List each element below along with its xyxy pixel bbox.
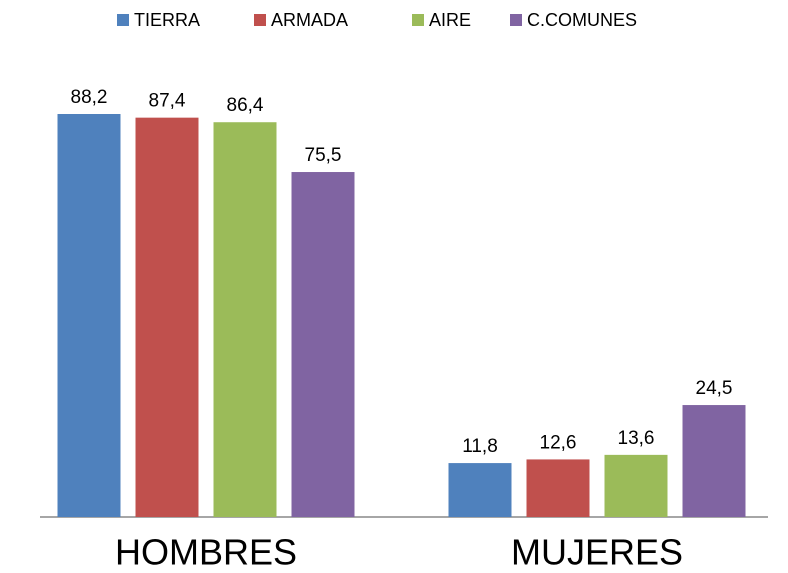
legend-label: AIRE (429, 10, 471, 30)
bar (448, 463, 512, 517)
bar (526, 459, 590, 517)
x-tick-label: HOMBRES (115, 532, 297, 573)
legend-swatch (117, 14, 129, 26)
legend-swatch (412, 14, 424, 26)
data-label: 75,5 (305, 145, 342, 166)
data-label: 13,6 (618, 428, 655, 449)
legend-swatch (254, 14, 266, 26)
data-label: 86,4 (227, 95, 264, 116)
bar (604, 454, 668, 517)
legend-swatch (510, 14, 522, 26)
data-label: 24,5 (696, 378, 733, 399)
data-label: 11,8 (462, 436, 498, 457)
data-label: 88,2 (71, 87, 108, 108)
legend-label: TIERRA (134, 10, 200, 30)
legend-label: ARMADA (271, 10, 348, 30)
bar (135, 117, 199, 517)
data-label: 87,4 (149, 91, 186, 112)
bar (682, 405, 746, 517)
bar (57, 114, 121, 517)
bar (291, 172, 355, 517)
legend-label: C.COMUNES (527, 10, 637, 30)
x-tick-label: MUJERES (511, 532, 683, 573)
bar (213, 122, 277, 517)
data-label: 12,6 (540, 432, 577, 453)
